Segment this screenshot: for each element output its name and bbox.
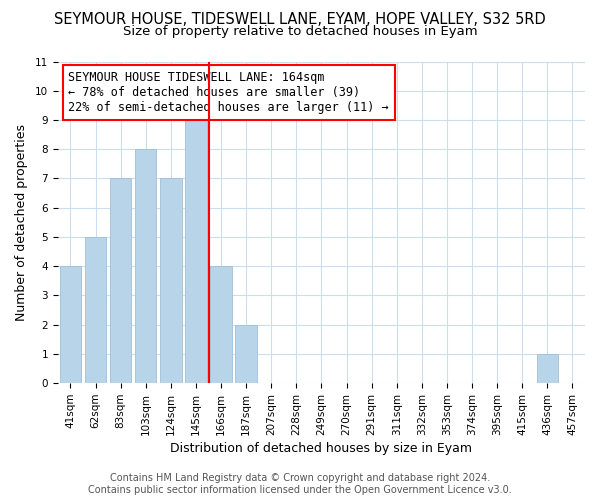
Bar xyxy=(160,178,182,383)
Bar xyxy=(211,266,232,383)
Bar xyxy=(135,149,157,383)
Bar xyxy=(110,178,131,383)
Bar xyxy=(536,354,558,383)
Bar xyxy=(60,266,81,383)
Bar xyxy=(185,120,206,383)
Text: Size of property relative to detached houses in Eyam: Size of property relative to detached ho… xyxy=(122,25,478,38)
Text: Contains HM Land Registry data © Crown copyright and database right 2024.
Contai: Contains HM Land Registry data © Crown c… xyxy=(88,474,512,495)
Bar xyxy=(235,324,257,383)
X-axis label: Distribution of detached houses by size in Eyam: Distribution of detached houses by size … xyxy=(170,442,472,455)
Text: SEYMOUR HOUSE, TIDESWELL LANE, EYAM, HOPE VALLEY, S32 5RD: SEYMOUR HOUSE, TIDESWELL LANE, EYAM, HOP… xyxy=(54,12,546,28)
Text: SEYMOUR HOUSE TIDESWELL LANE: 164sqm
← 78% of detached houses are smaller (39)
2: SEYMOUR HOUSE TIDESWELL LANE: 164sqm ← 7… xyxy=(68,71,389,114)
Bar xyxy=(85,237,106,383)
Y-axis label: Number of detached properties: Number of detached properties xyxy=(15,124,28,321)
